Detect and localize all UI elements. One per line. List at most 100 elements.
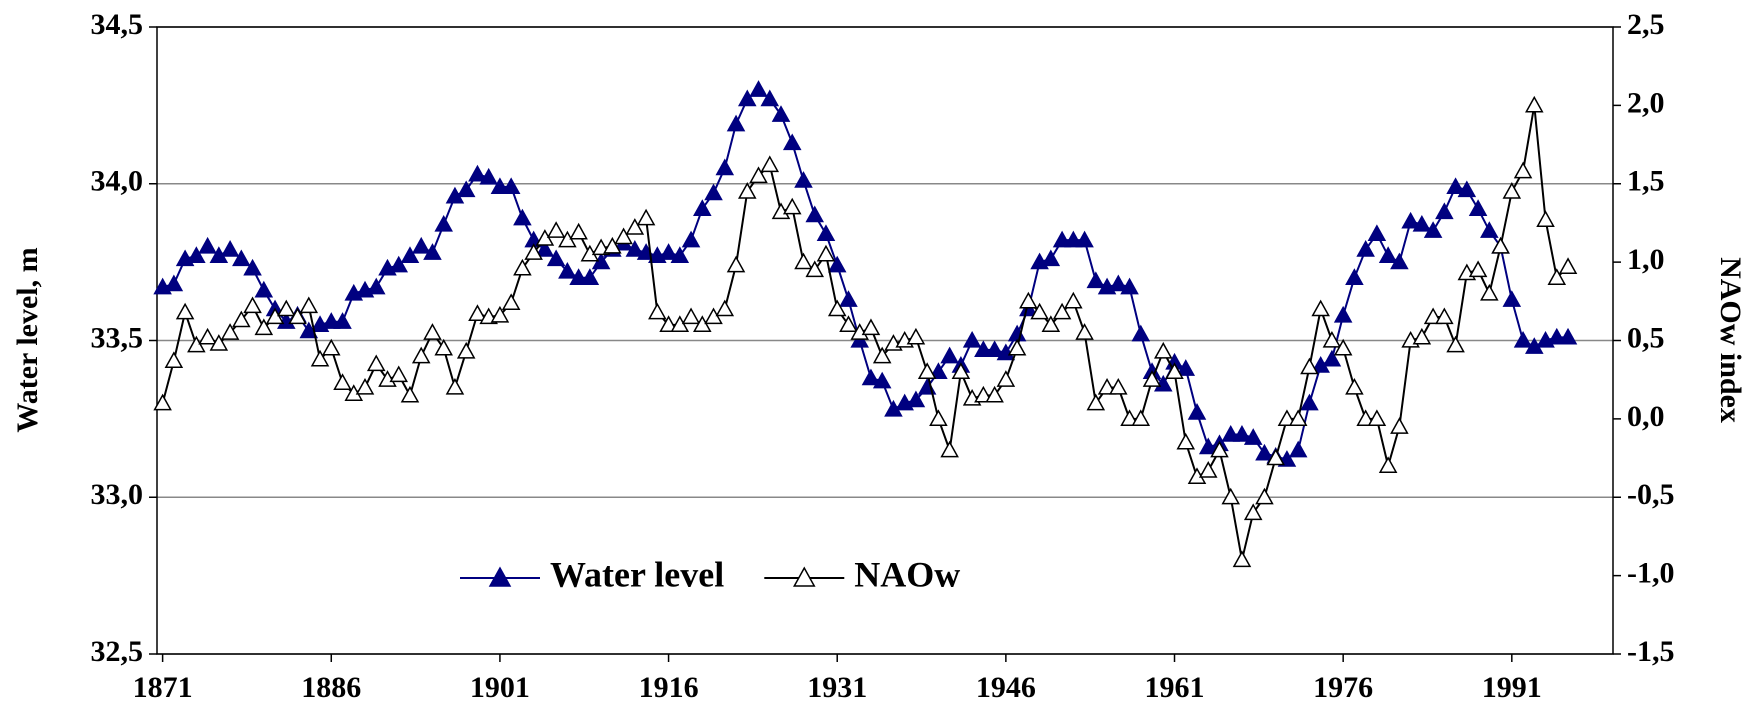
y2-tick-label: 2,0 — [1627, 86, 1665, 119]
data-point — [974, 385, 993, 403]
data-point — [389, 365, 409, 383]
data-point — [513, 208, 532, 226]
data-point — [1232, 425, 1252, 442]
data-point — [715, 158, 735, 176]
y2-tick-label: -1,5 — [1627, 635, 1675, 668]
data-point — [1491, 236, 1510, 254]
data-point — [1221, 425, 1241, 442]
data-point — [962, 330, 982, 348]
y-axis-label: Water level, m — [11, 247, 44, 432]
data-point — [827, 299, 847, 317]
data-point — [782, 133, 802, 151]
data-point — [1086, 393, 1106, 411]
data-point — [187, 246, 206, 264]
data-point — [1288, 440, 1308, 458]
data-point — [558, 261, 577, 279]
data-point — [164, 274, 184, 292]
data-point — [1435, 307, 1454, 325]
data-point — [1097, 377, 1117, 395]
data-point — [974, 340, 993, 358]
data-point — [951, 362, 971, 379]
data-point — [400, 246, 420, 264]
data-point — [737, 182, 757, 199]
data-point — [1322, 330, 1342, 348]
data-point — [1513, 330, 1533, 348]
data-point — [1345, 377, 1364, 395]
data-point — [929, 362, 948, 379]
data-point — [434, 338, 453, 356]
data-point — [737, 89, 757, 107]
data-point — [1547, 268, 1567, 285]
data-point — [243, 258, 262, 276]
data-point — [839, 315, 858, 332]
data-point — [906, 390, 926, 408]
data-point — [1255, 443, 1274, 461]
data-point — [1030, 302, 1049, 320]
data-point — [1547, 327, 1567, 345]
data-point — [704, 183, 723, 201]
data-point — [1457, 180, 1477, 198]
data-point — [1333, 338, 1353, 356]
data-point — [659, 243, 678, 260]
data-point — [321, 338, 341, 356]
data-point — [659, 315, 678, 332]
data-point — [243, 296, 262, 314]
data-point — [715, 299, 735, 317]
data-point — [299, 296, 319, 314]
data-point — [164, 351, 184, 369]
data-point — [411, 346, 431, 364]
data-point — [1446, 335, 1465, 353]
data-point — [771, 105, 791, 122]
y-tick-label: 34,0 — [91, 165, 144, 198]
data-point — [1356, 409, 1375, 427]
data-point — [1064, 230, 1083, 248]
data-point — [917, 362, 937, 379]
data-point — [1075, 323, 1094, 340]
legend-marker — [793, 566, 816, 587]
data-point — [1356, 240, 1375, 257]
data-point — [872, 371, 892, 389]
data-point — [479, 167, 498, 185]
x-tick-label: 1931 — [807, 671, 867, 704]
data-point — [1300, 393, 1319, 411]
data-point — [580, 268, 600, 285]
data-point — [1480, 283, 1499, 301]
data-point — [1041, 249, 1061, 267]
data-point — [861, 368, 881, 386]
data-point — [681, 307, 701, 325]
data-point — [411, 236, 431, 254]
data-point — [513, 258, 532, 276]
data-point — [1390, 252, 1409, 270]
data-point — [546, 249, 566, 267]
data-point — [175, 302, 195, 320]
data-point — [501, 177, 521, 195]
data-point — [1468, 260, 1488, 278]
data-point — [209, 334, 229, 351]
data-point — [839, 290, 858, 307]
data-point — [1064, 291, 1083, 309]
data-point — [1109, 274, 1128, 292]
data-point — [1480, 221, 1499, 238]
data-point — [816, 224, 836, 242]
data-point — [569, 222, 588, 240]
data-point — [1502, 290, 1522, 307]
y2-tick-label: -0,5 — [1627, 478, 1675, 511]
y-tick-label: 33,0 — [91, 478, 144, 511]
data-point — [794, 252, 813, 270]
data-point — [524, 243, 543, 260]
data-point — [1176, 432, 1196, 450]
data-point — [1446, 177, 1465, 195]
data-point — [726, 255, 746, 273]
data-point — [333, 312, 352, 329]
data-point — [198, 236, 217, 254]
data-point — [636, 208, 656, 226]
data-point — [1243, 428, 1263, 445]
data-point — [1187, 403, 1207, 420]
data-point — [1345, 268, 1364, 285]
legend-label: NAOw — [854, 554, 960, 594]
x-tick-label: 1961 — [1145, 671, 1205, 704]
data-point — [490, 177, 510, 195]
data-point — [996, 370, 1016, 387]
data-point — [1333, 305, 1353, 323]
x-tick-label: 1946 — [976, 671, 1036, 704]
